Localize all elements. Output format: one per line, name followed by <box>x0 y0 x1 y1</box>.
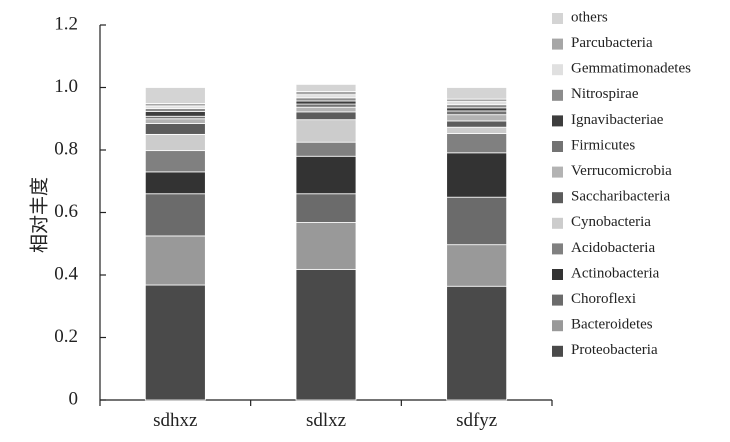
legend-label: Ignavibacteriae <box>571 112 664 128</box>
y-tick-label: 1.2 <box>54 13 78 34</box>
legend-swatch <box>552 13 563 24</box>
legend-label: Proteobacteria <box>571 342 658 358</box>
legend-label: Verrucomicrobia <box>571 163 672 179</box>
bar-segment-choroflexi-sdfyz <box>446 196 508 246</box>
bars <box>144 83 508 401</box>
legend-swatch <box>552 64 563 76</box>
bar-segment-choroflexi-sdhxz <box>144 193 206 237</box>
legend-label: Choroflexi <box>571 291 636 307</box>
legend-label: Parcubacteria <box>571 35 653 51</box>
legend-label: Actinobacteria <box>571 265 660 281</box>
bar-segment-verrucomicrobia-sdhxz <box>144 118 206 124</box>
x-tick-label: sdhxz <box>153 410 197 431</box>
bar-segment-verrucomicrobia-sdlxz <box>295 106 357 113</box>
legend-label: Acidobacteria <box>571 240 655 256</box>
legend-swatch <box>552 141 563 152</box>
bar-segment-ignavibacteriae-sdlxz <box>295 100 357 105</box>
bar-segment-nitrospirae-sdhxz <box>144 108 206 112</box>
legend-swatch <box>552 192 563 204</box>
bar-segment-others-sdlxz <box>295 83 357 92</box>
legend: others Parcubacteria Gemmatimonadetes Nitro… <box>552 9 691 358</box>
y-tick-label: 0 <box>69 388 79 409</box>
legend-label: others <box>571 9 608 25</box>
y-axis-label: 相对丰度 <box>29 177 51 253</box>
bar-segment-choroflexi-sdlxz <box>295 193 357 223</box>
bar-segment-actinobacteria-sdfyz <box>446 152 508 198</box>
y-tick-label: 0.8 <box>54 138 78 159</box>
bar-segment-firmicutes-sdfyz <box>446 110 508 116</box>
legend-label: Cynobacteria <box>571 214 651 230</box>
legend-label: Saccharibacteria <box>571 189 670 205</box>
bar-segment-bacteroidetes-sdfyz <box>446 244 508 287</box>
bar-segment-proteobacteria-sdfyz <box>446 285 508 401</box>
y-tick-label: 0.4 <box>54 263 78 284</box>
legend-swatch <box>552 89 563 101</box>
bar-segment-firmicutes-sdlxz <box>295 103 357 108</box>
bar-segment-nitrospirae-sdlxz <box>295 97 357 102</box>
legend-swatch <box>552 166 563 178</box>
legend-label: Bacteroidetes <box>571 317 653 333</box>
bar-segment-actinobacteria-sdlxz <box>295 155 357 195</box>
bar-segment-ignavibacteriae-sdfyz <box>446 107 508 112</box>
bar-segment-acidobacteria-sdhxz <box>144 150 206 173</box>
legend-swatch <box>552 320 563 332</box>
bar-segment-nitrospirae-sdfyz <box>446 104 508 109</box>
bar-segment-gemmatimonadetes-sdfyz <box>446 101 508 106</box>
bar-segment-ignavibacteriae-sdhxz <box>144 111 206 117</box>
legend-swatch <box>552 243 563 255</box>
bar-segment-cynobacteria-sdhxz <box>144 133 206 152</box>
bar-segment-saccharibacteria-sdlxz <box>295 111 357 121</box>
legend-swatch <box>552 38 563 50</box>
legend-label: Nitrospirae <box>571 86 639 102</box>
x-tick-label: sdlxz <box>306 410 346 431</box>
bar-segment-acidobacteria-sdfyz <box>446 133 508 154</box>
legend-label: Firmicutes <box>571 137 635 153</box>
y-ticks: 0 0.2 0.4 0.6 0.8 1.0 1.2 <box>54 13 106 409</box>
bar-segment-others-sdfyz <box>446 87 508 100</box>
legend-swatch <box>552 294 563 306</box>
bar-segment-gemmatimonadetes-sdlxz <box>295 94 357 99</box>
bar-segment-others-sdhxz <box>144 87 206 104</box>
bar-segment-cynobacteria-sdfyz <box>446 126 508 134</box>
y-tick-label: 0.6 <box>54 201 78 222</box>
legend-swatch <box>552 269 563 280</box>
x-tick-label: sdfyz <box>456 410 497 431</box>
legend-swatch <box>552 345 563 357</box>
bar-segment-saccharibacteria-sdfyz <box>446 120 508 128</box>
bar-segment-verrucomicrobia-sdfyz <box>446 114 508 122</box>
legend-swatch <box>552 217 563 229</box>
bar-segment-proteobacteria-sdhxz <box>144 284 206 401</box>
legend-swatch <box>552 115 563 127</box>
bar-segment-proteobacteria-sdlxz <box>295 268 357 401</box>
bar-segment-bacteroidetes-sdlxz <box>295 222 357 270</box>
legend-label: Gemmatimonadetes <box>571 61 691 77</box>
bar-segment-cynobacteria-sdlxz <box>295 119 357 143</box>
x-tick-labels: sdhxz sdlxz sdfyz <box>99 400 553 431</box>
y-tick-label: 0.2 <box>54 326 78 347</box>
bar-segment-bacteroidetes-sdhxz <box>144 235 206 286</box>
bar-segment-acidobacteria-sdlxz <box>295 141 357 157</box>
bar-segment-parcubacteria-sdlxz <box>295 91 357 96</box>
bar-segment-saccharibacteria-sdhxz <box>144 123 206 135</box>
y-tick-label: 1.0 <box>54 76 78 97</box>
bar-segment-actinobacteria-sdhxz <box>144 171 206 195</box>
